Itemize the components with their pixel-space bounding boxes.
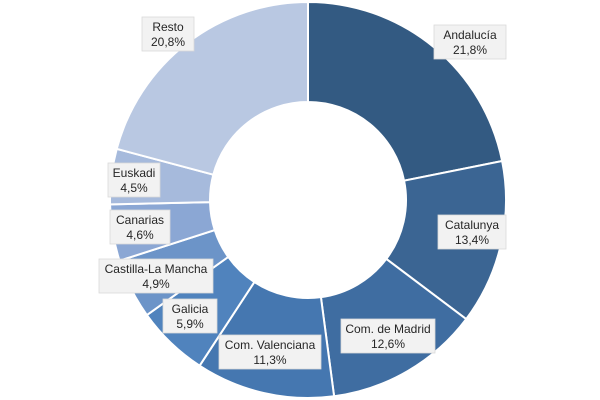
data-label-box <box>107 162 161 198</box>
data-label-box <box>437 214 507 250</box>
data-label-category: Com. de Madrid <box>345 322 430 336</box>
data-label-box <box>433 24 507 60</box>
slice-andalucia <box>307 0 504 182</box>
data-label-value: 21,8% <box>453 43 487 57</box>
data-label-box <box>141 16 195 52</box>
data-label-category: Andalucía <box>443 28 497 42</box>
data-label-box <box>109 209 171 245</box>
data-label-value: 20,8% <box>151 35 185 49</box>
data-label-category: Euskadi <box>113 166 156 180</box>
data-label-value: 13,4% <box>455 233 489 247</box>
data-label-category: Castilla-La Mancha <box>105 262 208 276</box>
data-label-category: Com. Valenciana <box>225 338 316 352</box>
data-label-value: 11,3% <box>253 353 286 367</box>
data-label-value: 5,9% <box>176 317 204 331</box>
data-label-value: 4,5% <box>120 181 148 195</box>
data-label-category: Resto <box>152 20 184 34</box>
data-label-value: 4,6% <box>126 228 154 242</box>
data-label-box <box>218 334 322 370</box>
data-label-category: Canarias <box>116 213 164 227</box>
data-label-value: 4,9% <box>142 277 170 291</box>
data-label-category: Galicia <box>172 302 209 316</box>
data-label-box <box>340 318 436 354</box>
data-label-box <box>98 258 214 294</box>
data-label-category: Catalunya <box>445 218 499 232</box>
slice-resto <box>115 0 309 176</box>
data-label-box <box>162 298 218 334</box>
data-label-value: 12,6% <box>371 337 405 351</box>
